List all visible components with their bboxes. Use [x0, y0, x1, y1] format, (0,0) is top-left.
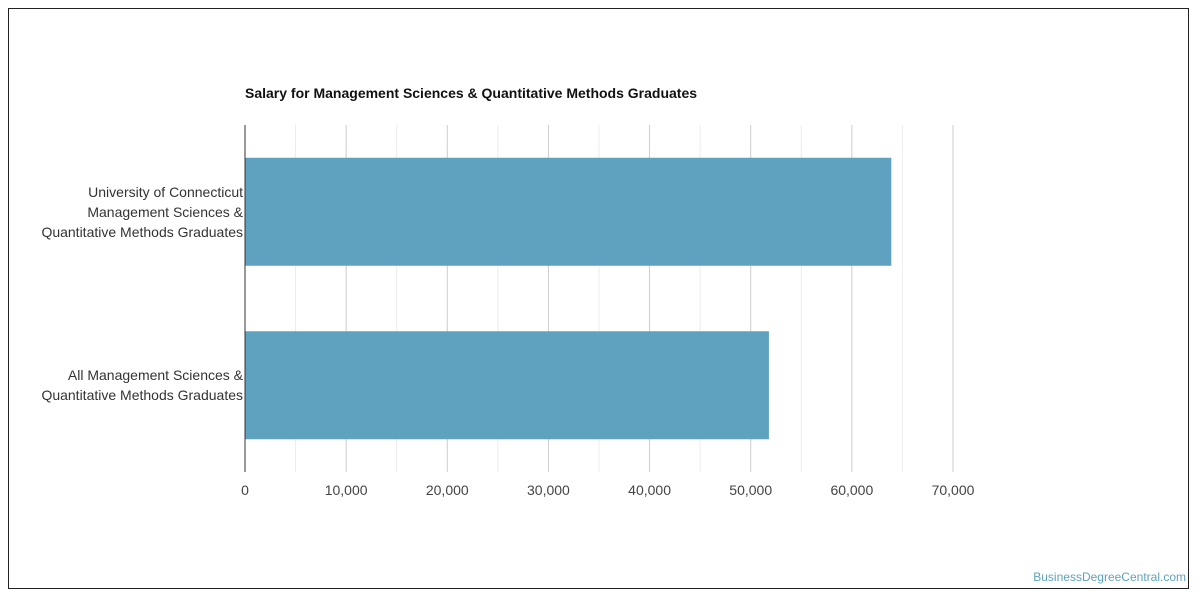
bar-uconn — [245, 157, 892, 266]
x-tick-label: 40,000 — [628, 482, 671, 498]
category-label-uconn: University of Connecticut Management Sci… — [41, 184, 243, 240]
x-tick-label: 50,000 — [729, 482, 772, 498]
x-tick-label: 0 — [241, 482, 249, 498]
bar-all — [245, 331, 769, 440]
x-tick-label: 20,000 — [426, 482, 469, 498]
x-tick-label: 60,000 — [830, 482, 873, 498]
chart-title: Salary for Management Sciences & Quantit… — [245, 85, 698, 101]
x-tick-label: 10,000 — [325, 482, 368, 498]
source-watermark: BusinessDegreeCentral.com — [1033, 570, 1186, 584]
x-tick-label: 70,000 — [932, 482, 975, 498]
category-label-all: All Management Sciences & Quantitative M… — [41, 367, 243, 403]
x-tick-label: 30,000 — [527, 482, 570, 498]
